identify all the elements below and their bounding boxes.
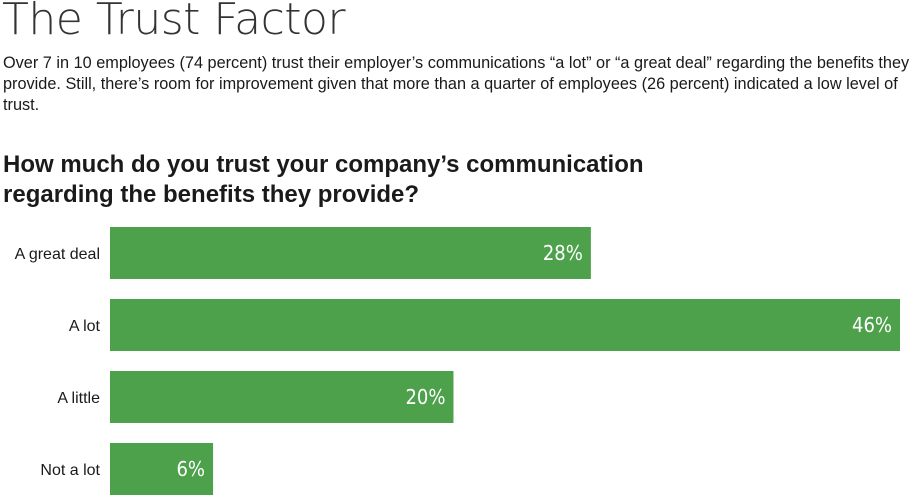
bar-not-a-lot (110, 443, 214, 495)
category-label-not-a-lot: Not a lot (40, 462, 100, 479)
bar-a-great-deal (110, 227, 591, 279)
intro-paragraph: Over 7 in 10 employees (74 percent) trus… (3, 54, 910, 114)
category-label-a-lot: A lot (69, 318, 101, 335)
value-label-a-great-deal: 28% (543, 241, 583, 265)
bar-a-little (110, 371, 454, 423)
value-label-not-a-lot: 6% (176, 457, 205, 481)
category-label-a-little: A little (57, 390, 100, 407)
chart-question: How much do you trust your company’s com… (3, 151, 644, 208)
bar-a-lot (110, 299, 900, 351)
category-label-a-great-deal: A great deal (15, 246, 100, 263)
page-title: The Trust Factor (2, 0, 346, 45)
value-label-a-lot: 46% (852, 313, 892, 337)
value-label-a-little: 20% (405, 385, 445, 409)
